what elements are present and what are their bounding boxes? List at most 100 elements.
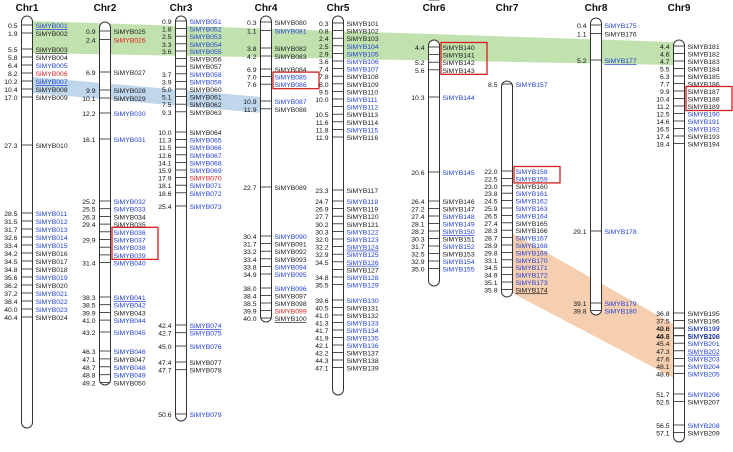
gene-marker: 3.9 SiMYB059 <box>162 79 222 86</box>
gene-position-label: 24.5 <box>484 199 497 206</box>
gene-id-label: SiMYB087 <box>275 99 307 106</box>
gene-position-label: 8.0 <box>319 82 329 89</box>
gene-id-label: SiMYB055 <box>190 49 222 56</box>
gene-id-label: SiMYB031 <box>114 137 146 144</box>
gene-position-label: 36.8 <box>656 311 669 318</box>
chromosome-title: Chr4 <box>255 3 278 14</box>
gene-id-label: SiMYB124 <box>347 245 379 252</box>
gene-position-label: 39.1 <box>573 301 586 308</box>
gene-id-label: SiMYB047 <box>114 357 146 364</box>
gene-marker: 28.1 SiMYB149 <box>411 222 475 229</box>
gene-marker: 25.5 SiMYB033 <box>82 207 146 214</box>
gene-id-label: SiMYB182 <box>688 52 720 59</box>
gene-position-label: 40.4 <box>4 315 17 322</box>
gene-id-label: SiMYB032 <box>114 199 146 206</box>
gene-id-label: SiMYB172 <box>516 273 548 280</box>
gene-position-label: 29.4 <box>82 222 95 229</box>
gene-position-label: 30.3 <box>411 237 424 244</box>
gene-position-label: 49.2 <box>82 381 95 388</box>
gene-id-label: SiMYB095 <box>275 272 307 279</box>
gene-marker: 37.2 SiMYB021 <box>4 291 68 298</box>
gene-marker: 5.5 SiMYB003 <box>8 47 68 54</box>
gene-marker: 34.5 SiMYB017 <box>4 259 68 266</box>
gene-id-label: SiMYB200 <box>688 334 720 341</box>
gene-marker: 26.9 SiMYB119 <box>315 207 378 214</box>
gene-id-label: SiMYB145 <box>443 170 475 177</box>
gene-position-label: 10.3 <box>411 95 424 102</box>
gene-marker: 10.0 SiMYB111 <box>315 97 378 104</box>
gene-position-label: 31.7 <box>411 244 424 251</box>
gene-marker: 0.4 SiMYB175 <box>577 23 637 30</box>
gene-position-label: 31.7 <box>4 227 17 234</box>
gene-position-label: 32.0 <box>315 237 328 244</box>
gene-marker: 31.5 SiMYB012 <box>4 219 68 226</box>
gene-position-label: 43.2 <box>82 330 95 337</box>
gene-id-label: SiMYB114 <box>347 120 379 127</box>
gene-id-label: SiMYB064 <box>190 130 222 137</box>
gene-marker: 46.3 SiMYB046 <box>82 349 146 356</box>
gene-position-label: 40.5 <box>315 306 328 313</box>
gene-marker: 6.3 SiMYB185 <box>660 74 720 81</box>
gene-marker: 43.2 SiMYB045 <box>82 330 146 337</box>
gene-marker: 14.1 SiMYB068 <box>158 160 222 167</box>
gene-id-label: SiMYB058 <box>190 72 222 79</box>
chromosome-body <box>332 15 344 396</box>
gene-marker: 0.3 SiMYB101 <box>319 21 379 28</box>
gene-position-label: 4.4 <box>660 44 670 51</box>
gene-position-label: 0.9 <box>162 19 172 26</box>
gene-position-label: 11.3 <box>159 138 172 145</box>
gene-position-label: 48.7 <box>82 365 95 372</box>
gene-position-label: 32.5 <box>411 252 424 259</box>
gene-marker: 26.4 SiMYB146 <box>411 199 475 206</box>
gene-id-label: SiMYB136 <box>347 343 379 350</box>
gene-position-label: 34.5 <box>4 259 17 266</box>
gene-id-label: SiMYB038 <box>114 245 146 252</box>
gene-id-label: SiMYB177 <box>605 58 637 65</box>
gene-marker: 31.4 SiMYB040 <box>82 261 146 268</box>
gene-id-label: SiMYB186 <box>688 82 720 89</box>
gene-marker: 28.5 SiMYB011 <box>4 211 67 218</box>
gene-position-label: 35.1 <box>484 280 497 287</box>
gene-position-label: 9.3 <box>162 110 172 117</box>
gene-position-label: 42.1 <box>315 343 328 350</box>
gene-marker: 29.8 SiMYB169 <box>484 250 548 257</box>
gene-id-label: SiMYB098 <box>275 301 307 308</box>
gene-position-label: 30.2 <box>315 222 328 229</box>
gene-position-label: 12.2 <box>82 111 95 118</box>
gene-id-label: SiMYB202 <box>688 349 720 356</box>
gene-id-label: SiMYB115 <box>347 127 379 134</box>
gene-marker: 31.7 SiMYB091 <box>243 242 307 249</box>
gene-marker: 2.4 SiMYB026 <box>86 38 146 45</box>
gene-position-label: 31.4 <box>82 261 95 268</box>
gene-id-label: SiMYB024 <box>36 315 68 322</box>
gene-position-label: 18.6 <box>158 191 171 198</box>
gene-marker: 34.9 SiMYB095 <box>243 272 307 279</box>
gene-id-label: SiMYB030 <box>114 111 146 118</box>
chromosome-body <box>501 80 513 298</box>
gene-marker: SiMYB141 <box>428 53 475 60</box>
gene-position-label: 41.0 <box>82 318 95 325</box>
gene-position-label: 10.1 <box>82 96 95 103</box>
gene-position-label: 5.6 <box>415 68 425 75</box>
gene-id-label: SiMYB199 <box>688 326 720 333</box>
gene-marker: SiMYB036 <box>99 230 146 237</box>
gene-position-label: 33.1 <box>484 258 497 265</box>
chromosome-title: Chr1 <box>16 3 39 14</box>
gene-id-label: SiMYB149 <box>443 222 475 229</box>
gene-position-label: 2.5 <box>319 44 329 51</box>
gene-position-label: 5.0 <box>162 87 172 94</box>
gene-marker: 38.0 SiMYB096 <box>243 286 307 293</box>
gene-marker: 0.9 SiMYB051 <box>162 19 222 26</box>
gene-position-label: 28.7 <box>484 236 497 243</box>
gene-id-label: SiMYB110 <box>347 89 379 96</box>
gene-marker: 12.6 SiMYB067 <box>158 153 222 160</box>
gene-id-label: SiMYB143 <box>443 68 475 75</box>
chromosome-title: Chr5 <box>327 3 350 14</box>
gene-position-label: 0.9 <box>86 29 96 36</box>
gene-position-label: 1.9 <box>8 31 18 38</box>
gene-position-label: 38.5 <box>243 301 256 308</box>
gene-marker: 8.2 SiMYB006 <box>8 71 68 78</box>
